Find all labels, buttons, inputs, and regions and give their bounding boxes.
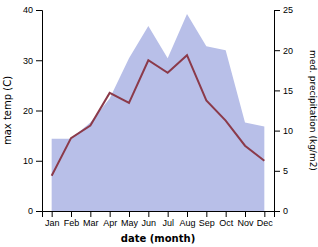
y-tick-mark xyxy=(36,161,42,162)
x-tick-mark xyxy=(148,211,149,217)
chart: Jan FebMar Apr MayJun Jul Aug Sep OctNovDec 0 10 2… xyxy=(0,0,318,247)
x-tick-mark xyxy=(71,211,72,217)
x-tick-label: Nov xyxy=(237,218,254,228)
precip-area xyxy=(52,14,265,211)
x-tick: Jul xyxy=(162,211,174,228)
x-tick-mark xyxy=(110,211,111,217)
y2-axis: 0 5 10 15 20 25 xyxy=(274,5,293,216)
y2-tick-mark xyxy=(274,211,280,212)
y2-tick: 20 xyxy=(274,46,293,56)
y-tick: 30 xyxy=(23,56,42,66)
y2-tick-mark xyxy=(274,171,280,172)
x-tick-mark xyxy=(206,211,207,217)
y2-axis-line xyxy=(275,11,281,212)
y2-tick-label: 15 xyxy=(283,86,293,96)
y2-tick-label: 10 xyxy=(283,126,293,136)
y-axis-line xyxy=(36,11,43,212)
y-tick: 0 xyxy=(28,206,42,216)
y2-tick-mark xyxy=(274,90,280,91)
y-tick-label: 20 xyxy=(23,106,33,116)
x-tick-label: Dec xyxy=(257,218,274,228)
x-tick: Dec xyxy=(257,211,274,228)
temp-line xyxy=(52,55,265,176)
x-axis-line xyxy=(43,212,275,218)
y-tick-mark xyxy=(36,60,42,61)
x-tick-mark xyxy=(52,211,53,217)
y2-tick: 0 xyxy=(274,206,288,216)
y2-tick-label: 5 xyxy=(283,166,288,176)
x-tick-label: Oct xyxy=(219,218,234,228)
x-tick: Aug xyxy=(179,211,195,228)
y2-tick-mark xyxy=(274,50,280,51)
x-tick: Sep xyxy=(199,211,215,228)
x-tick-mark xyxy=(90,211,91,217)
x-axis: Jan FebMar Apr MayJun Jul Aug Sep OctNovDec xyxy=(43,211,275,228)
y2-tick: 15 xyxy=(274,86,293,96)
x-tick: Jun xyxy=(142,211,157,228)
y-axis-title: max temp (C) xyxy=(2,76,13,145)
y-tick: 40 xyxy=(23,5,42,15)
x-tick-mark xyxy=(129,211,130,217)
x-tick-mark xyxy=(264,211,265,217)
x-tick-mark xyxy=(168,211,169,217)
x-tick: Mar xyxy=(83,211,99,228)
y-tick: 10 xyxy=(23,156,42,166)
x-tick-label: May xyxy=(121,218,139,228)
y2-tick-mark xyxy=(274,131,280,132)
x-tick-label: Apr xyxy=(103,218,117,228)
x-tick-mark xyxy=(226,211,227,217)
y-tick-label: 30 xyxy=(23,56,33,66)
y-tick-label: 0 xyxy=(28,206,33,216)
x-tick-mark xyxy=(187,211,188,217)
x-tick: Nov xyxy=(237,211,254,228)
y-tick-mark xyxy=(36,111,42,112)
x-tick-mark xyxy=(245,211,246,217)
x-tick: May xyxy=(121,211,139,228)
x-tick: Oct xyxy=(219,211,234,228)
plot-area: Jan FebMar Apr MayJun Jul Aug Sep OctNovDec 0 10 2… xyxy=(23,5,293,228)
y2-axis-title: med. precipitation (kg/m2) xyxy=(308,50,318,171)
x-tick-label: Jan xyxy=(45,218,60,228)
x-tick: Apr xyxy=(103,211,117,228)
y2-tick: 5 xyxy=(274,166,288,176)
y2-tick-label: 0 xyxy=(283,206,288,216)
y-tick: 20 xyxy=(23,106,42,116)
y-tick-mark xyxy=(36,211,42,212)
y-axis: 0 10 20 30 40 xyxy=(23,5,43,216)
x-tick-label: Feb xyxy=(64,218,80,228)
x-tick-label: Jun xyxy=(142,218,157,228)
x-tick: Jan xyxy=(45,211,60,228)
x-tick-label: Aug xyxy=(179,218,195,228)
y2-tick-label: 20 xyxy=(283,46,293,56)
y2-tick: 10 xyxy=(274,126,293,136)
y-tick-label: 40 xyxy=(23,5,33,15)
y2-tick: 25 xyxy=(274,5,293,15)
x-axis-title: date (month) xyxy=(121,233,195,244)
x-tick: Feb xyxy=(64,211,80,228)
x-tick-label: Jul xyxy=(162,218,174,228)
y2-tick-mark xyxy=(274,10,280,11)
x-tick-label: Sep xyxy=(199,218,215,228)
marks xyxy=(52,14,265,211)
y-tick-mark xyxy=(36,10,42,11)
x-tick-label: Mar xyxy=(83,218,99,228)
y2-tick-label: 25 xyxy=(283,5,293,15)
y-tick-label: 10 xyxy=(23,156,33,166)
